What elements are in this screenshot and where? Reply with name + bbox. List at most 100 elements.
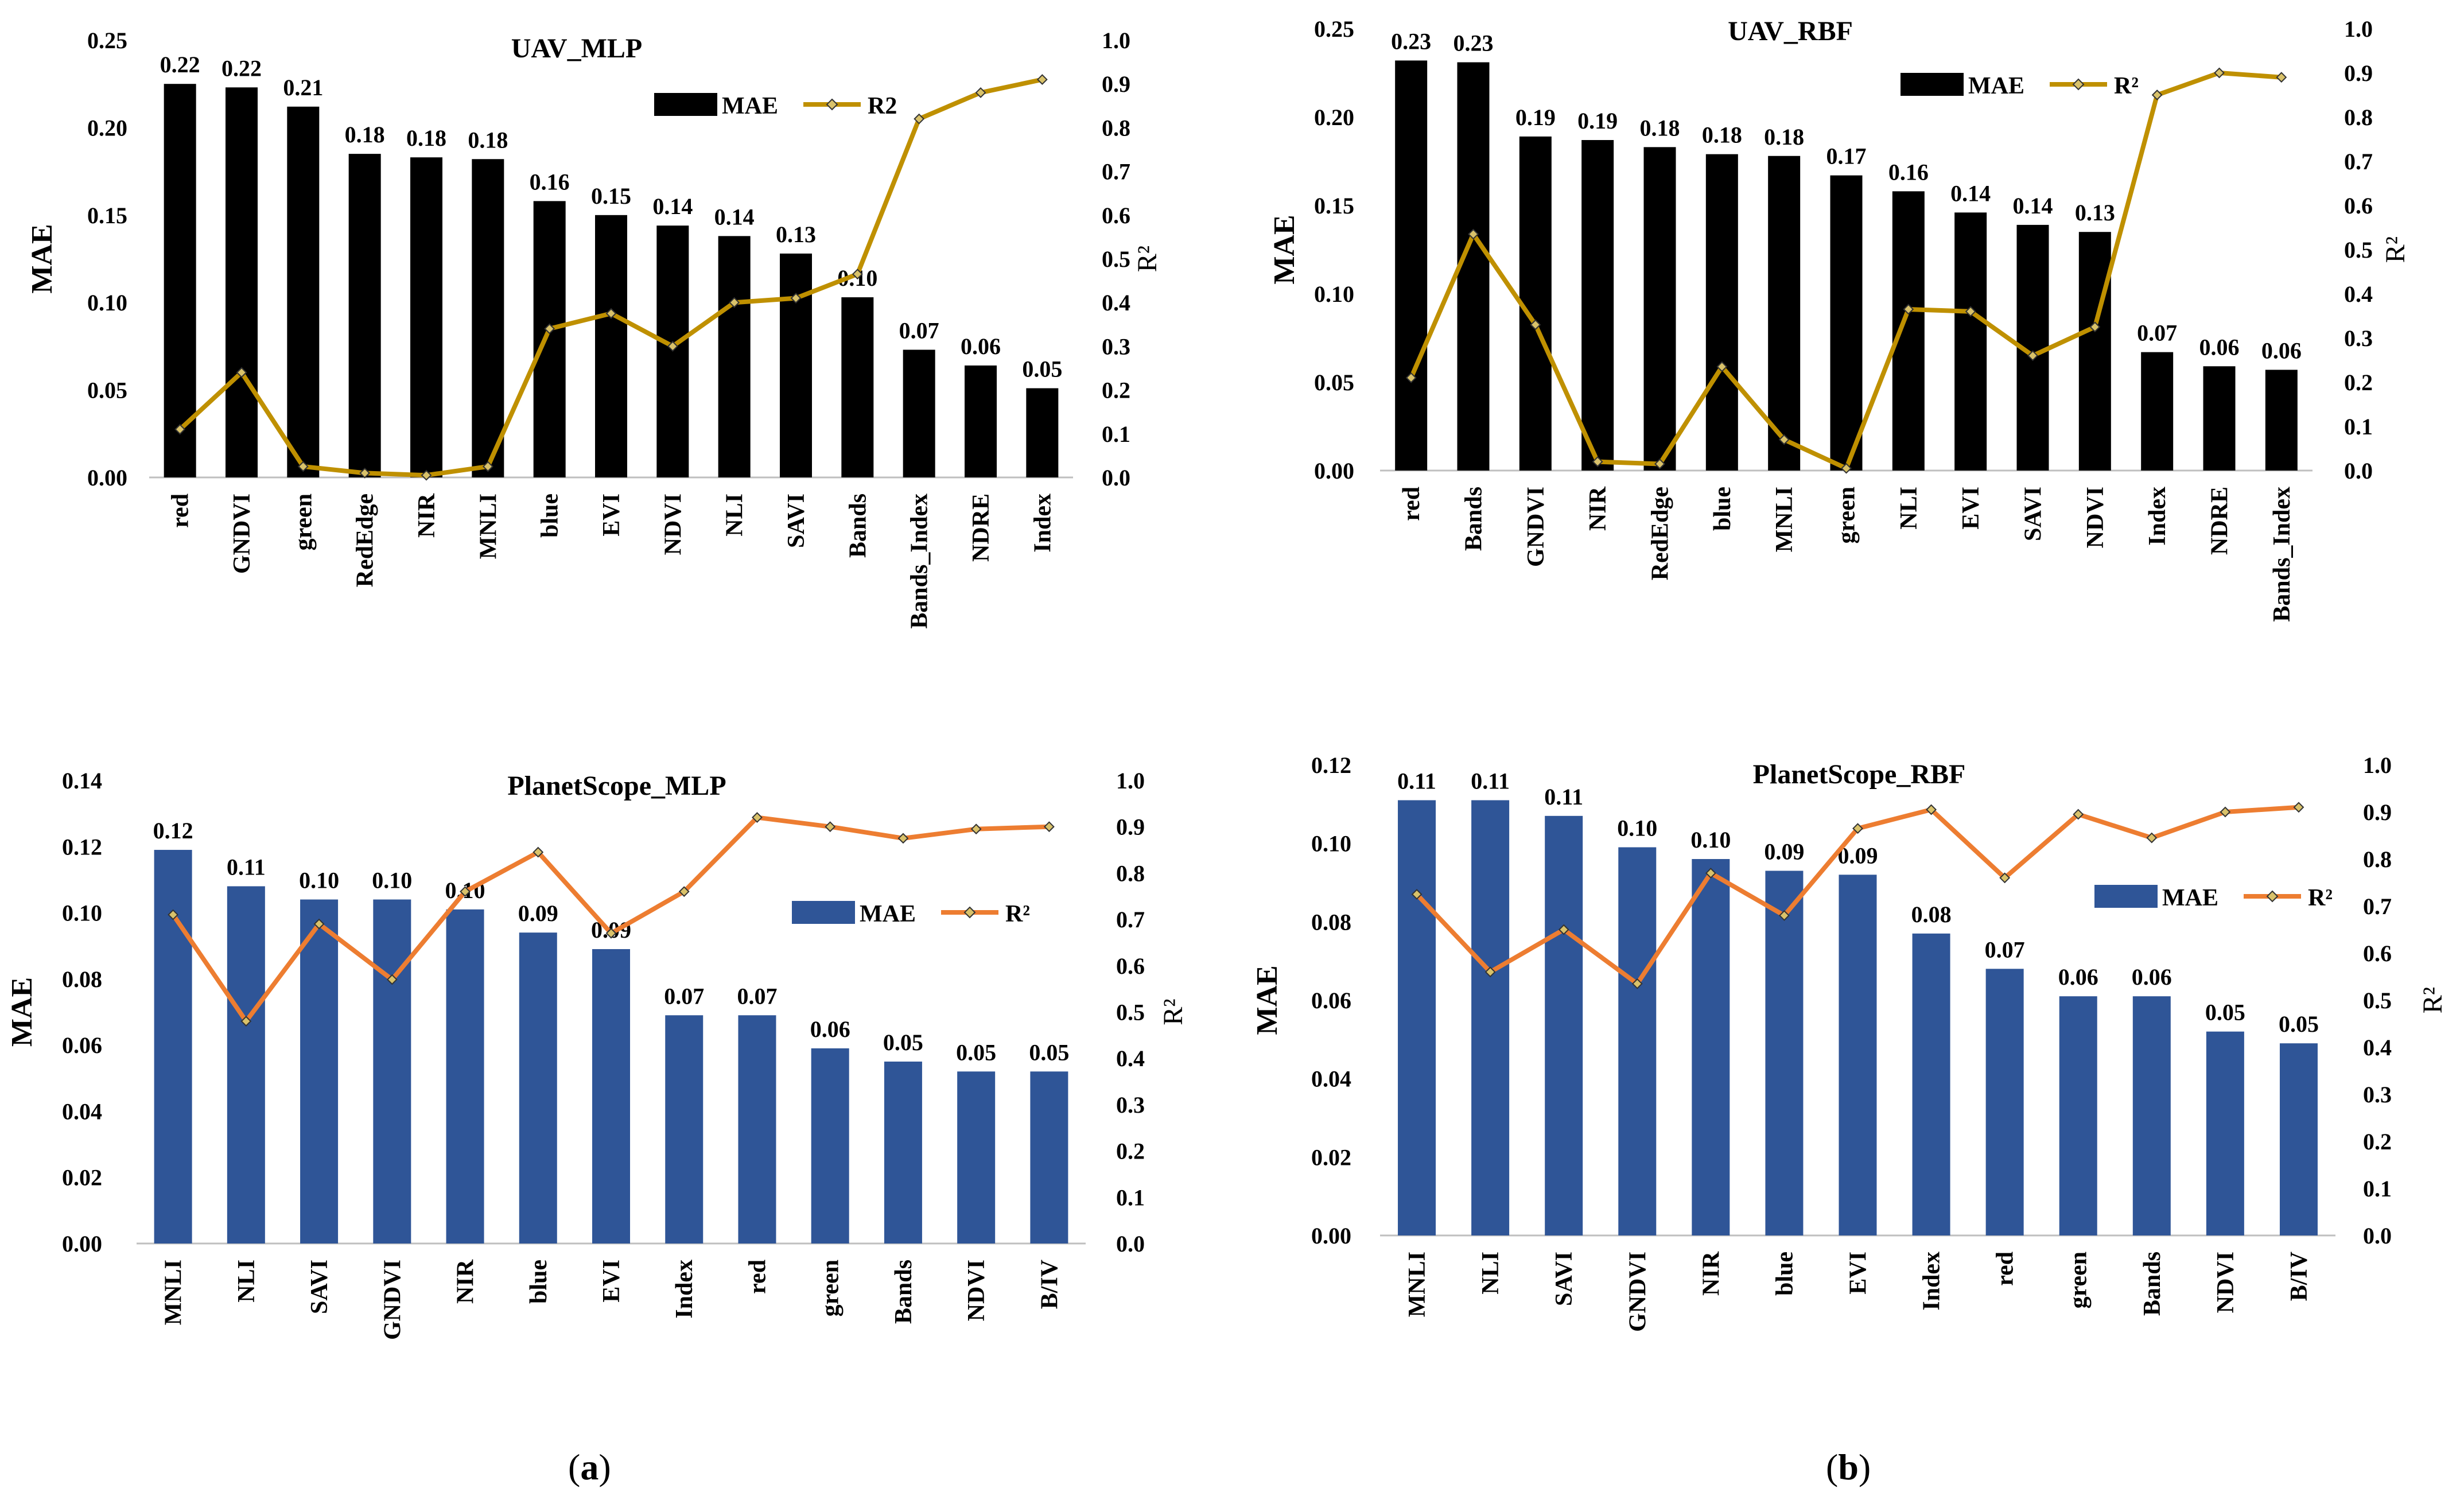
y2-axis-title: R²	[1158, 998, 1188, 1025]
y2-tick-label: 1.0	[2363, 752, 2392, 778]
y2-tick-label: 0.8	[1116, 860, 1145, 886]
y2-tick-label: 1.0	[1102, 28, 1130, 53]
bar-red	[738, 1015, 776, 1243]
data-label: 0.07	[737, 983, 777, 1009]
r2-point-MNLI	[1778, 434, 1790, 445]
x-tick-label: green	[2066, 1252, 2092, 1309]
bar-GNDVI	[1519, 136, 1552, 471]
r2-point-Bands	[1468, 228, 1479, 240]
x-tick-label: MNLI	[1771, 487, 1798, 552]
data-label: 0.06	[810, 1016, 850, 1042]
data-label: 0.13	[776, 221, 816, 247]
y2-tick-label: 0.0	[2363, 1223, 2392, 1249]
data-label: 0.05	[883, 1029, 923, 1055]
r2-point-NDVI	[2089, 321, 2101, 333]
data-label: 0.07	[2137, 320, 2177, 346]
data-label: 0.05	[956, 1039, 996, 1065]
r2-point-blue	[544, 323, 555, 335]
y-tick-label: 0.10	[1314, 281, 1354, 307]
bar-NIR	[1581, 140, 1614, 471]
y2-tick-label: 0.3	[1102, 333, 1130, 359]
legend-r2-marker	[2072, 78, 2085, 91]
x-tick-label: Bands_Index	[907, 493, 933, 629]
r2-point-NLI	[729, 297, 740, 308]
r2-point-red	[174, 423, 186, 435]
bar-NLI	[718, 236, 751, 477]
legend-mae-swatch	[1901, 73, 1964, 96]
x-tick-label: Index	[671, 1260, 698, 1319]
bar-red	[164, 84, 196, 477]
bar-blue	[1765, 871, 1804, 1235]
y-tick-label: 0.15	[1314, 193, 1354, 219]
x-tick-label: Index	[1029, 493, 1056, 553]
y-axis-title: MAE	[6, 977, 38, 1047]
data-label: 0.06	[2261, 337, 2302, 363]
legend-mae-label: MAE	[860, 901, 916, 927]
r2-point-green	[825, 821, 836, 833]
r2-point-MNLI	[482, 461, 493, 472]
caption-a-letter: a	[580, 1447, 599, 1487]
bar-red	[1395, 60, 1428, 471]
x-tick-label: NLI	[1478, 1252, 1504, 1295]
x-tick-label: blue	[1709, 487, 1736, 531]
y2-tick-label: 0.8	[2363, 846, 2392, 872]
y-tick-label: 0.08	[62, 966, 102, 992]
y-tick-label: 0.00	[1314, 458, 1354, 484]
y2-tick-label: 0.9	[1102, 71, 1130, 97]
data-label: 0.18	[345, 122, 385, 147]
r2-point-NDVI	[2220, 806, 2231, 818]
x-tick-label: GNDVI	[229, 493, 255, 574]
y2-tick-label: 0.1	[1116, 1184, 1145, 1210]
r2-point-Bands	[852, 269, 863, 280]
data-label: 0.22	[221, 55, 262, 81]
y-tick-label: 0.04	[62, 1098, 102, 1124]
x-tick-label: SAVI	[1551, 1252, 1577, 1306]
y2-tick-label: 0.4	[1102, 290, 1130, 316]
legend-mae-label: MAE	[2162, 885, 2218, 911]
data-label: 0.18	[1640, 115, 1680, 141]
x-tick-label: green	[1834, 487, 1860, 544]
bar-MNLI	[1768, 156, 1801, 471]
bar-blue	[533, 201, 566, 477]
legend-r2-label: R²	[1005, 901, 1030, 927]
chart-title: UAV_RBF	[1728, 16, 1853, 46]
y-tick-label: 0.25	[1314, 16, 1354, 42]
x-tick-label: GNDVI	[1624, 1252, 1651, 1332]
r2-point-SAVI	[790, 293, 802, 304]
bar-Bands	[2132, 996, 2171, 1235]
r2-point-RedEdge	[1654, 458, 1665, 469]
bar-NIR	[410, 157, 442, 477]
legend-r2-label: R²	[2308, 885, 2333, 911]
y2-tick-label: 0.0	[1102, 465, 1130, 491]
data-label: 0.16	[530, 169, 570, 195]
data-label: 0.06	[2058, 964, 2098, 990]
x-tick-label: MNLI	[161, 1260, 187, 1325]
x-tick-label: NIR	[1585, 486, 1611, 531]
bar-MNLI	[154, 850, 192, 1243]
data-label: 0.18	[406, 125, 446, 151]
x-tick-label: MNLI	[475, 493, 502, 559]
x-tick-label: EVI	[1958, 487, 1984, 530]
r2-point-B/IV	[2293, 802, 2304, 813]
chart-title: PlanetScope_RBF	[1753, 759, 1966, 790]
x-tick-label: Bands	[845, 493, 871, 558]
caption-b-open: (	[1826, 1447, 1839, 1487]
r2-point-NDRE	[2214, 67, 2225, 79]
bar-NDVI	[957, 1071, 996, 1243]
bar-EVI	[595, 215, 627, 477]
y2-tick-label: 0.5	[2363, 988, 2392, 1013]
x-tick-label: SAVI	[783, 493, 810, 548]
bar-NIR	[446, 909, 484, 1243]
y2-tick-label: 0.4	[1116, 1046, 1145, 1071]
bar-MNLI	[472, 159, 504, 477]
y-tick-label: 0.05	[1314, 370, 1354, 395]
caption-b: (b)	[1826, 1446, 1871, 1489]
data-label: 0.05	[2205, 1000, 2245, 1025]
bar-NDVI	[2078, 232, 2111, 471]
y-tick-label: 0.08	[1311, 909, 1351, 935]
x-tick-label: B/IV	[2286, 1252, 2313, 1301]
x-tick-label: MNLI	[1404, 1252, 1431, 1317]
y2-tick-label: 0.2	[2344, 370, 2373, 395]
x-tick-label: SAVI	[306, 1260, 333, 1314]
y2-tick-label: 0.2	[1102, 378, 1130, 403]
